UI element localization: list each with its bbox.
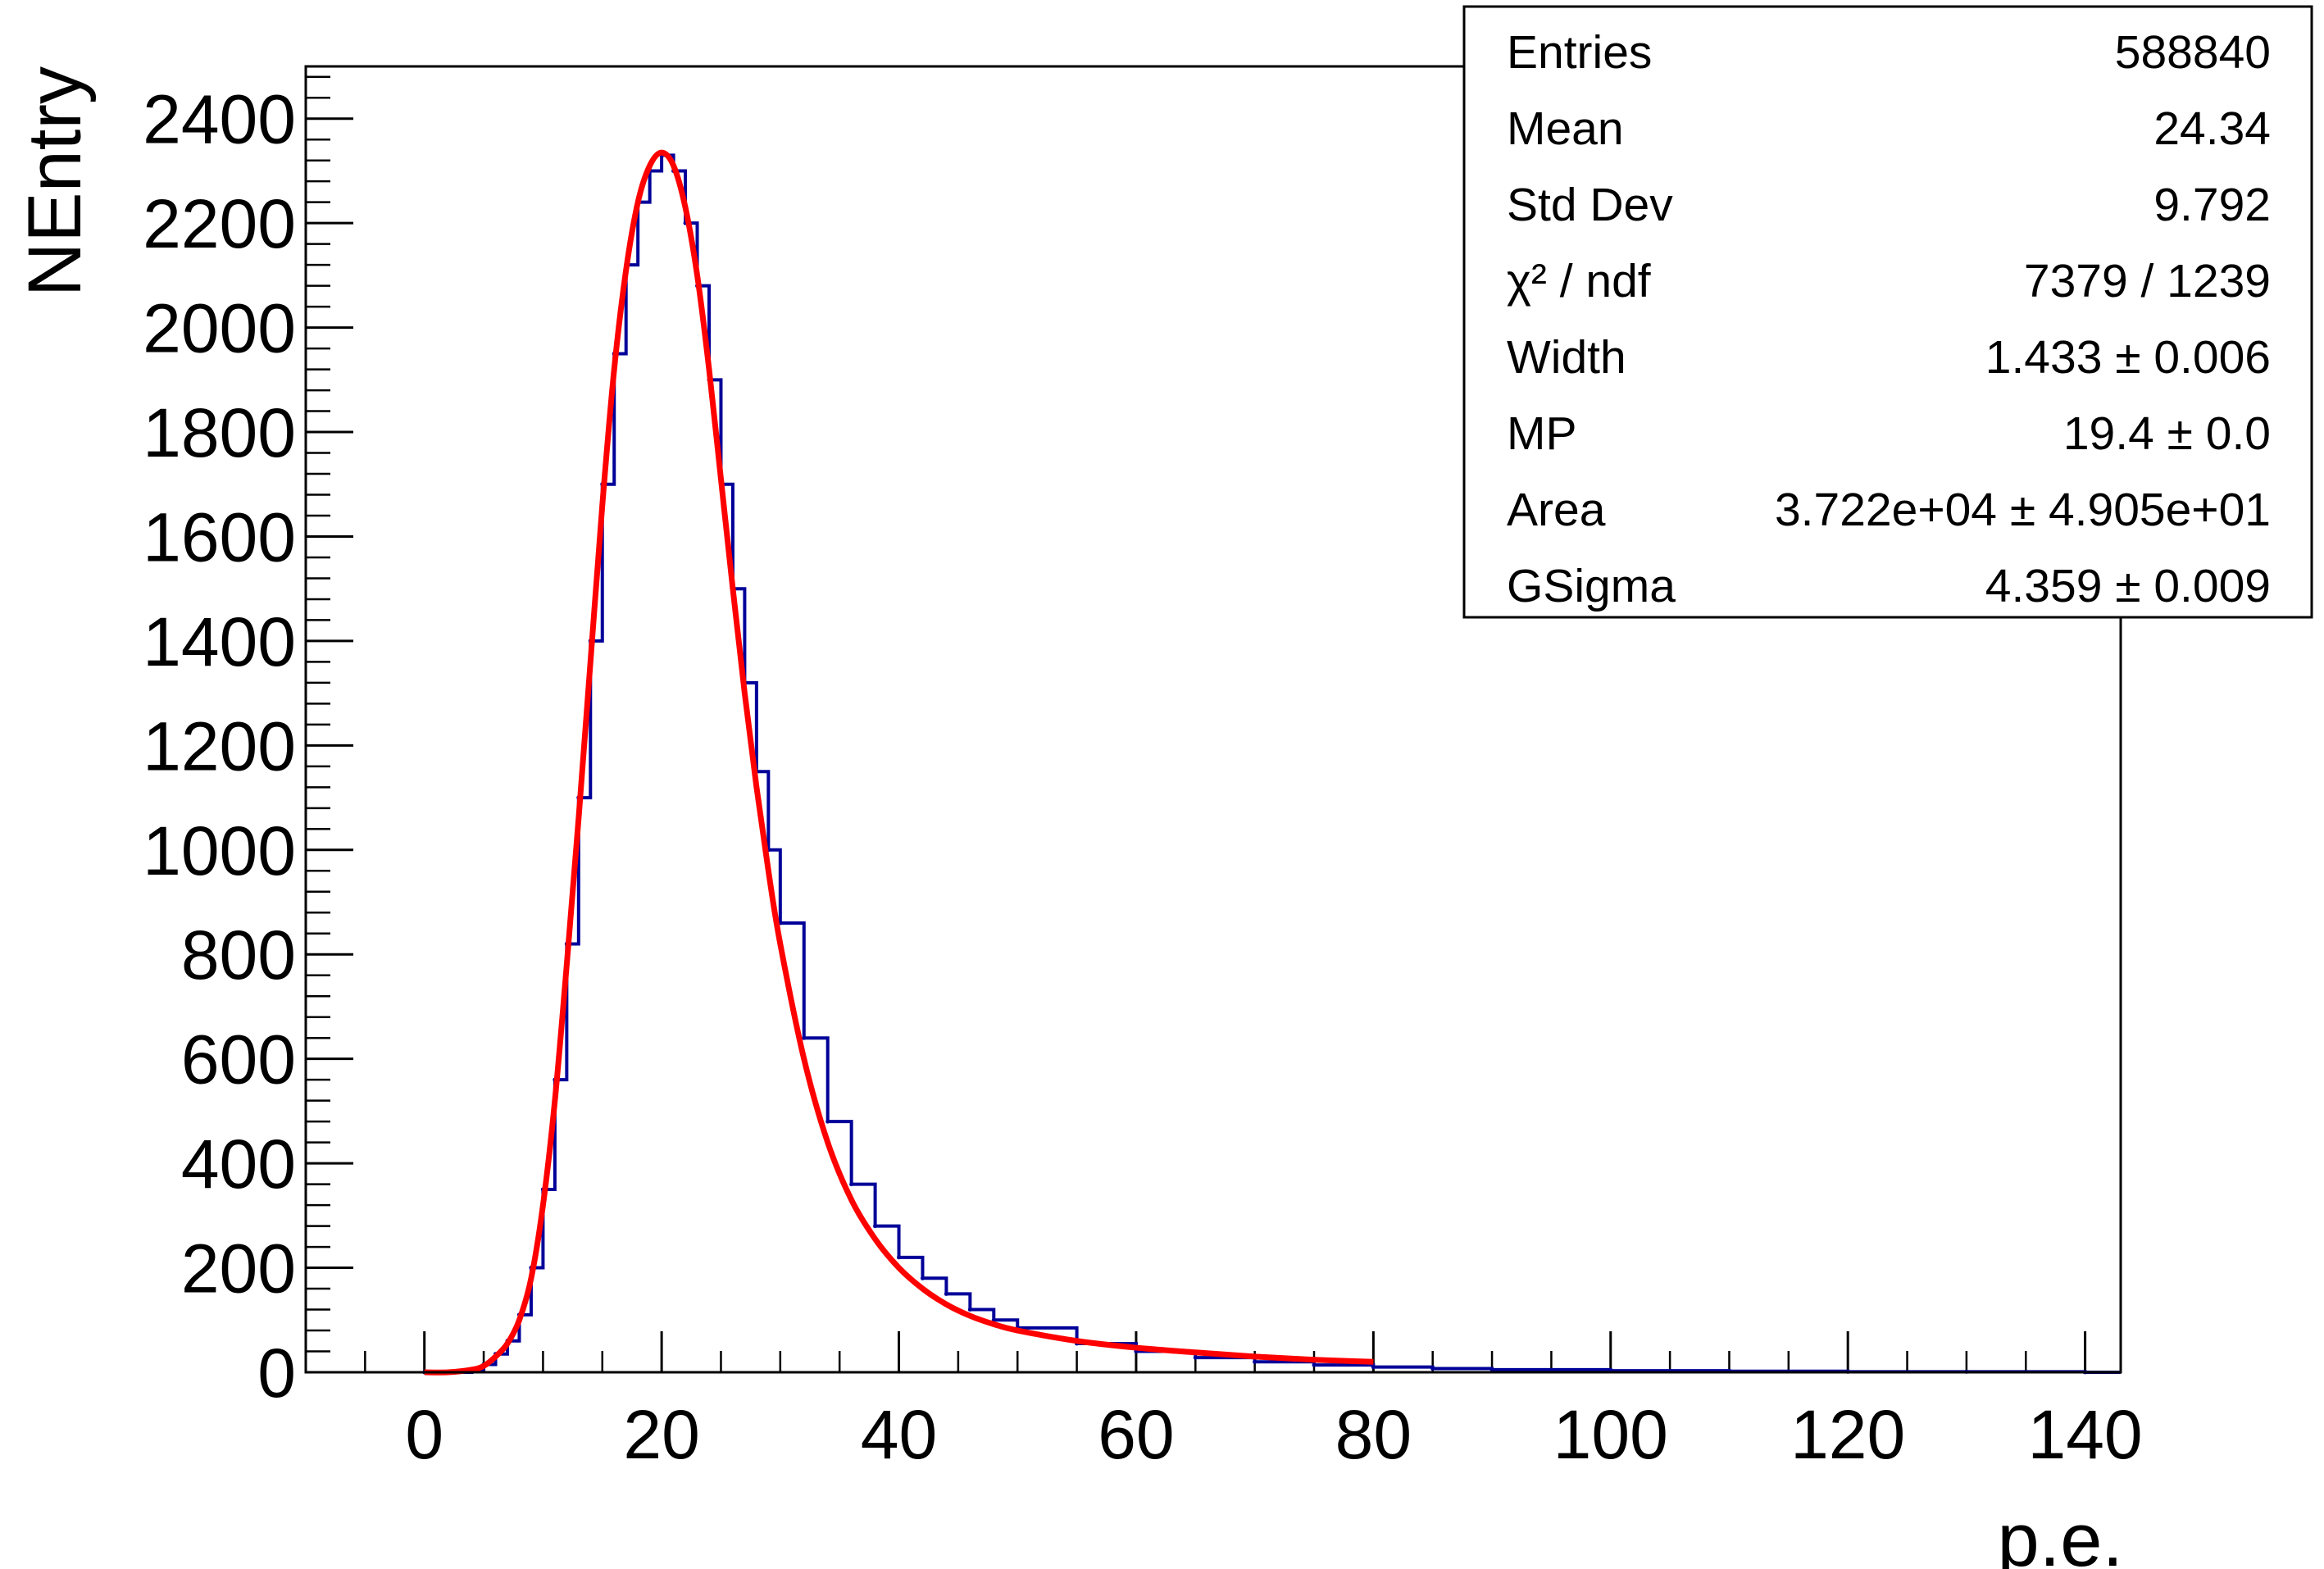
histogram-bin-point [920,1276,925,1280]
y-tick-label: 1200 [143,707,296,784]
x-tick-label: 40 [861,1396,937,1473]
stats-row-value: 3.722e+04 ± 4.905e+01 [1775,484,2271,536]
stats-row-label: χ² / ndf [1507,255,1651,307]
histogram-bin-point [1312,1362,1317,1367]
stats-row-value: 24.34 [2153,102,2271,155]
x-axis-label: p.e. [1998,1499,2123,1569]
stats-row-value: 4.359 ± 0.009 [1985,560,2271,612]
y-tick-label: 2400 [143,81,296,158]
x-tick-label: 100 [1553,1396,1668,1473]
stats-row-label: GSigma [1507,560,1676,612]
y-tick-label: 800 [181,916,296,994]
histogram-bin-point [944,1291,948,1296]
stats-row-label: Width [1507,331,1626,384]
stats-box-frame [1462,5,2313,619]
y-tick-label: 0 [257,1335,296,1412]
plot-frame [304,65,2122,1374]
tick-labels: 0 20 40 60 80 100 120 1400200400600800100012001… [143,81,2143,1473]
stats-row-label: Mean [1507,102,1624,155]
histogram-bin-point [1193,1355,1198,1360]
y-tick-label: 1400 [143,603,296,680]
stats-row-value: 9.792 [2153,179,2271,231]
x-tick-label: 140 [2028,1396,2143,1473]
histogram-bin-point [1489,1367,1494,1372]
y-tick-label: 1000 [143,812,296,889]
histogram-bin-point [849,1182,854,1187]
fit-curve-line [424,149,1374,1376]
stats-row-label: MP [1507,407,1577,460]
histogram-bin-point [897,1255,902,1260]
histogram-bin-point [1253,1359,1258,1364]
x-tick-label: 120 [1790,1396,1905,1473]
y-tick-label: 400 [181,1126,296,1203]
stats-row-value: 19.4 ± 0.0 [2063,407,2271,460]
y-tick-label: 600 [181,1021,296,1098]
plot-series [422,149,2121,1376]
histogram-bin-point [825,1119,830,1124]
histogram-bin-point [1371,1365,1376,1370]
y-tick-label: 1600 [143,498,296,575]
stats-row-label: Entries [1507,26,1652,79]
stats-row-value: 1.433 ± 0.006 [1985,331,2271,384]
y-tick-label: 1800 [143,394,296,471]
y-axis-label: NEntry [13,66,97,297]
histogram-bin-point [873,1224,878,1229]
stats-box: Entries 588840 Mean 24.34 Std Dev 9.792 χ² / n… [1462,5,2313,619]
y-tick-label: 2000 [143,290,296,367]
histogram-bin-point [967,1308,972,1312]
x-tick-label: 60 [1098,1396,1174,1473]
stats-row-value: 7379 / 1239 [2024,255,2271,307]
stats-row-label: Std Dev [1507,179,1673,231]
stats-row-value: 588840 [2115,26,2271,79]
x-tick-label: 20 [623,1396,699,1473]
x-tick-label: 0 [405,1396,443,1473]
stats-row-label: Area [1507,484,1606,536]
histogram-bin-point [1430,1367,1435,1371]
x-tick-label: 80 [1335,1396,1412,1473]
histogram-bin-point [802,1035,807,1040]
y-tick-label: 2200 [143,185,296,262]
y-tick-label: 200 [181,1230,296,1308]
axis-ticks [306,75,2087,1374]
stats-rows: Entries 588840 Mean 24.34 Std Dev 9.792 χ² / n… [1507,26,2271,612]
